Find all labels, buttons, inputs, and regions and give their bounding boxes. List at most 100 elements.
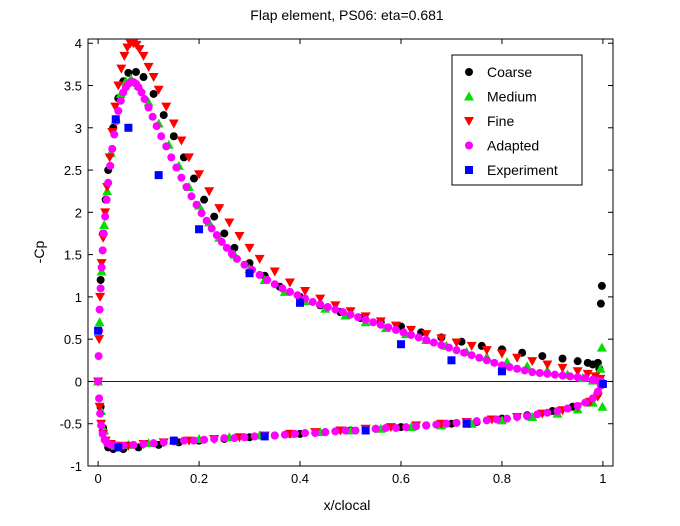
data-point	[436, 334, 447, 344]
data-point	[573, 373, 582, 382]
data-point	[296, 298, 305, 307]
data-point	[572, 367, 583, 377]
data-point	[482, 416, 491, 425]
data-point	[553, 407, 562, 416]
data-point	[99, 220, 110, 230]
data-point	[269, 267, 280, 277]
data-point	[566, 372, 575, 381]
data-point	[94, 335, 105, 345]
y-tick-label: 3	[75, 121, 82, 136]
data-point	[543, 369, 552, 378]
data-point	[139, 73, 148, 82]
data-point	[447, 356, 456, 365]
legend-label-fine: Fine	[487, 113, 514, 129]
data-point	[538, 352, 547, 361]
data-point	[97, 421, 106, 430]
data-point	[573, 401, 582, 410]
data-point	[240, 433, 249, 442]
data-point	[460, 348, 469, 357]
data-point	[528, 368, 537, 377]
data-point	[187, 192, 196, 201]
data-point	[195, 225, 204, 234]
data-point	[437, 341, 446, 350]
data-point	[102, 195, 111, 204]
data-point	[311, 429, 320, 438]
data-point	[152, 122, 161, 131]
data-point	[376, 320, 385, 329]
data-point	[176, 136, 187, 146]
data-point	[466, 341, 477, 351]
data-point	[116, 96, 125, 105]
y-axis-label: -Cp	[31, 241, 47, 264]
data-point	[97, 263, 106, 272]
data-point	[140, 95, 149, 104]
series-adapted	[94, 78, 606, 450]
data-point	[240, 260, 249, 269]
data-point	[598, 379, 607, 388]
legend: Coarse Medium Fine Adapted Experiment	[451, 54, 583, 186]
data-point	[210, 212, 219, 221]
data-point	[523, 412, 532, 421]
data-point	[149, 89, 158, 98]
data-point	[321, 428, 330, 437]
data-point	[192, 200, 201, 209]
data-point	[194, 170, 205, 180]
data-point	[399, 328, 408, 337]
data-point	[94, 352, 103, 361]
data-point	[113, 81, 124, 91]
data-point	[244, 243, 255, 253]
legend-label-experiment: Experiment	[487, 162, 558, 178]
data-point	[177, 173, 186, 182]
legend-label-medium: Medium	[487, 89, 537, 105]
data-point	[254, 254, 265, 264]
data-point	[106, 161, 115, 170]
data-point	[582, 369, 593, 379]
data-point	[197, 209, 206, 218]
data-point	[153, 85, 164, 95]
data-point	[212, 231, 221, 240]
data-point	[361, 426, 370, 435]
data-point	[148, 73, 159, 83]
legend-marker-adapted	[465, 141, 473, 150]
data-point	[144, 103, 153, 112]
data-point	[104, 178, 113, 187]
data-point	[481, 346, 492, 356]
data-point	[351, 426, 360, 435]
data-point	[110, 102, 121, 112]
data-point	[220, 434, 229, 443]
data-point	[472, 417, 481, 426]
y-tick-label: 4	[75, 36, 82, 51]
data-point	[597, 401, 608, 411]
data-point	[444, 343, 453, 352]
data-point	[597, 281, 606, 290]
data-point	[183, 153, 194, 163]
data-point	[396, 340, 405, 349]
data-point	[502, 414, 511, 423]
data-point	[581, 374, 590, 383]
axis-ticks: 0 0.2 0.4 0.6 0.8 1 -1 -0.5 0 0.5 1 1.5 2 2.5 3 3.5 4	[60, 36, 613, 486]
data-point	[414, 333, 423, 342]
data-point	[169, 132, 178, 141]
data-point	[111, 115, 120, 124]
x-tick-label: 0.4	[291, 471, 309, 486]
data-point	[596, 299, 605, 308]
data-point	[300, 286, 311, 296]
data-point	[98, 246, 107, 255]
data-point	[285, 287, 294, 296]
data-point	[159, 438, 168, 447]
data-point	[227, 249, 236, 258]
data-point	[293, 291, 302, 300]
data-point	[412, 422, 421, 431]
data-point	[131, 67, 140, 76]
data-point	[593, 387, 602, 396]
data-point	[557, 363, 568, 373]
data-point	[512, 353, 523, 363]
data-point	[114, 443, 123, 452]
data-point	[354, 313, 363, 322]
data-point	[96, 409, 105, 418]
data-point	[535, 368, 544, 377]
y-tick-label: 2.5	[64, 163, 82, 178]
data-point	[96, 275, 105, 284]
data-point	[497, 367, 506, 376]
data-point	[95, 394, 104, 403]
